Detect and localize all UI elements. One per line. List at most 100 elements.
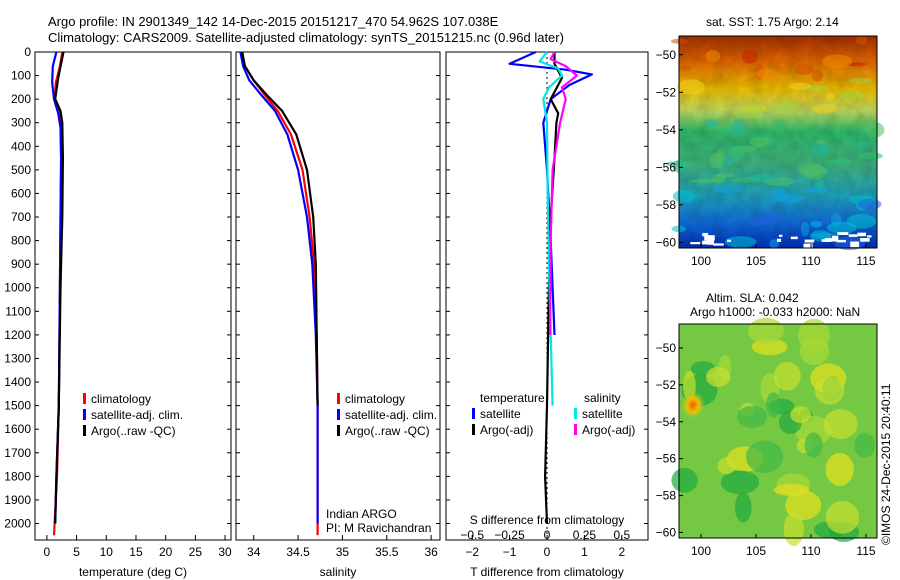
sst-cell (672, 189, 696, 203)
sst-missing-cell (866, 235, 872, 238)
salinity-diff-tick-label: −0.25 (494, 528, 525, 542)
sla-cell (773, 483, 810, 497)
sst-missing-cell (707, 239, 715, 245)
salinity-annotation-line: Indian ARGO (326, 507, 397, 521)
sst-cell (810, 142, 830, 158)
diff-salinity-legend-swatch (574, 424, 577, 435)
sla_map-ytick-label: −52 (656, 378, 677, 392)
sla-cell (745, 440, 784, 474)
sst_map-xtick-label: 105 (746, 254, 766, 268)
sst-cell (724, 236, 757, 248)
sla_map-ytick-label: −58 (656, 489, 677, 503)
sla_map-ytick-label: −50 (656, 341, 677, 355)
sst-cell (839, 90, 865, 101)
sst-cell (690, 178, 720, 184)
sst-cell (770, 188, 788, 202)
sst_map-ytick-label: −54 (656, 123, 677, 137)
temperature-legend-swatch (83, 425, 86, 436)
sst-map-frame (678, 35, 878, 249)
sla-cell (747, 317, 785, 344)
sst-missing-cell (836, 239, 846, 243)
temperature-ytick-label: 1100 (5, 304, 31, 318)
sla-cell (737, 405, 768, 428)
figure-title-line2: Climatology: CARS2009. Satellite-adjuste… (48, 30, 564, 45)
sla-map-title-line2: Argo h1000: -0.033 h2000: NaN (690, 305, 860, 319)
salinity-xlabel: salinity (320, 565, 357, 579)
temperature-xtick-label: 20 (159, 545, 173, 559)
sst-cell (749, 136, 770, 148)
sst-cell (789, 82, 812, 90)
sst-missing-cell (713, 243, 724, 246)
temperature-ytick-label: 200 (11, 92, 31, 106)
temperature-xtick-label: 0 (44, 545, 51, 559)
sst-cell (769, 239, 780, 249)
diff-salinity-legend-label: Argo(-adj) (582, 423, 635, 437)
sla-cell (825, 453, 854, 486)
temperature-xtick-label: 30 (218, 545, 232, 559)
sla-map-panel: Altim. SLA: 0.042 Argo h1000: -0.033 h20… (656, 291, 878, 558)
sla-cell (804, 432, 823, 458)
salinity-diff-tick-label: 0.25 (573, 528, 597, 542)
sst-map-panel: sat. SST: 1.75 Argo: 2.14 100 105 110 115 −5… (656, 15, 885, 268)
salinity-legend-swatch (337, 425, 340, 436)
sst-heatmap-texture (679, 36, 877, 248)
salinity-panel: 34 34.5 35 35.5 36 salinity climatology satelli… (235, 51, 441, 579)
salinity-legend-label: Argo(..raw -QC) (345, 424, 430, 438)
temperature-panel: 0 5 10 15 20 25 300100200300400500600700800900… (4, 45, 232, 579)
temperature-ytick-label: 1500 (4, 399, 31, 413)
sst-cell (857, 198, 882, 210)
sst-missing-cell (727, 239, 732, 242)
sst-cell (731, 144, 745, 158)
salinity-xtick-label: 34 (247, 545, 261, 559)
sst-cell (800, 221, 810, 237)
sst-cell (709, 153, 723, 169)
sst-cell (806, 187, 830, 194)
sst-cell (705, 50, 721, 62)
temperature-ytick-label: 600 (11, 186, 31, 200)
sst_map-ytick-label: −60 (656, 235, 677, 249)
sst-missing-cell (702, 240, 711, 245)
sst-cell (818, 216, 829, 224)
temperature-ytick-label: 1000 (4, 281, 31, 295)
difference-series-s-argo-adj- (548, 51, 579, 335)
sla-cell (790, 406, 812, 424)
sst-cell (704, 118, 720, 128)
salinity-series-climatology (239, 51, 319, 536)
sst-cell (826, 158, 853, 165)
temperature-legend-label: satellite-adj. clim. (91, 408, 183, 422)
sst_map-ytick-label: −56 (656, 160, 677, 174)
diff-temperature-legend-swatch (472, 424, 475, 435)
sst-missing-cell (776, 238, 782, 243)
sst_map-ytick-label: −52 (656, 85, 677, 99)
sst-missing-cell (848, 234, 858, 237)
temperature-ytick-label: 1200 (4, 328, 31, 342)
salinity-diff-tick-label: −0.5 (460, 528, 484, 542)
temperature-series-argo-raw-qc- (54, 51, 65, 524)
sst-missing-cell (832, 235, 839, 242)
sst-cell (739, 102, 764, 119)
salinity-xtick-label: 35 (336, 545, 350, 559)
sst-missing-cell (837, 232, 849, 235)
sla_map-xtick-label: 110 (801, 544, 820, 558)
sla_map-ytick-label: −54 (656, 415, 677, 429)
salinity-frame (235, 51, 441, 541)
temperature-ytick-label: 800 (11, 234, 31, 248)
temperature-ytick-label: 100 (11, 69, 31, 83)
sla-map-axes: 100 105 110 115 −50 −52 −54 −56 −58 −60 (656, 341, 876, 558)
sst-cell (810, 220, 823, 228)
sst-cell (677, 79, 705, 96)
sst-cell (814, 176, 824, 190)
sst-missing-cell (821, 239, 832, 242)
sla-cell (798, 318, 830, 353)
diff-temperature-legend-swatch (472, 408, 475, 419)
sst-cell (771, 100, 798, 115)
salinity-diff-tick-label: 0 (544, 528, 551, 542)
temperature-ytick-label: 1900 (4, 493, 31, 507)
temperature-ytick-label: 0 (24, 45, 31, 59)
sst-cell (858, 152, 883, 160)
salinity-legend-swatch (337, 393, 340, 404)
sst-cell (741, 48, 758, 64)
sla-cell (705, 366, 731, 388)
sst-cell (856, 141, 868, 148)
